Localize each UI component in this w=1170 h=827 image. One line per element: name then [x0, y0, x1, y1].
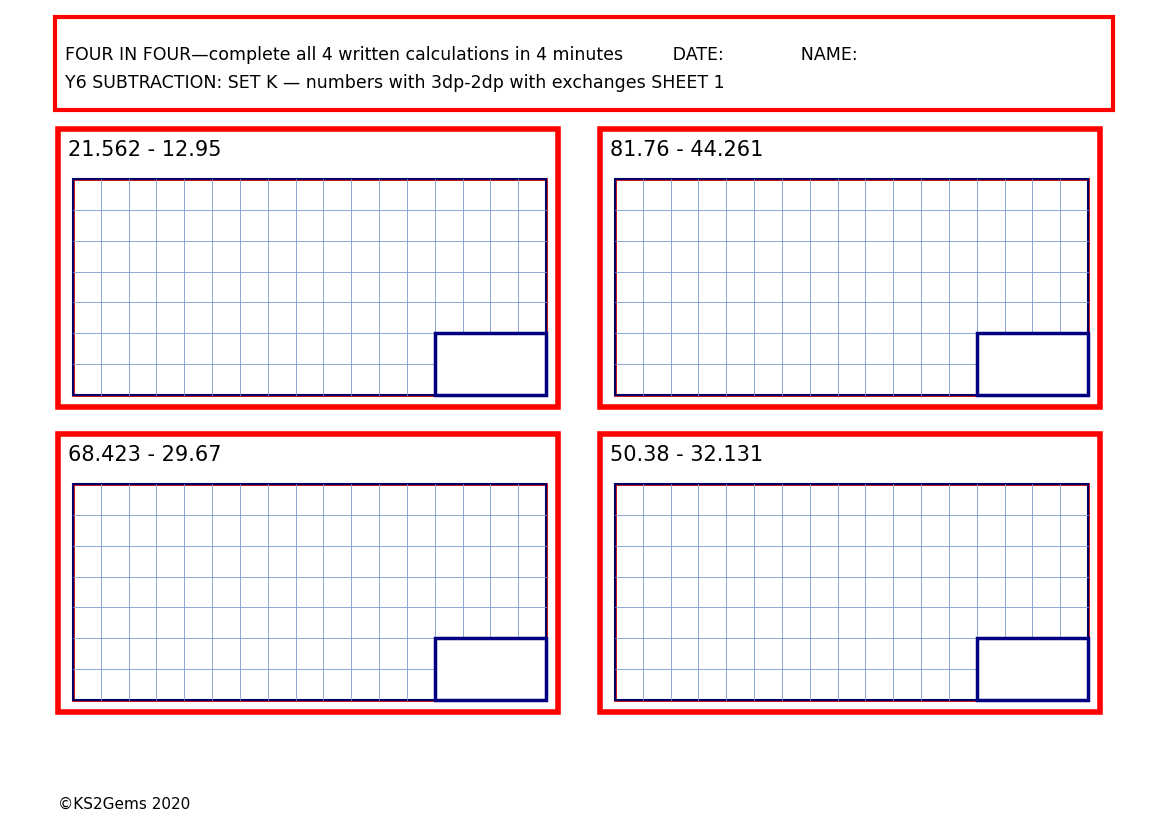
- Bar: [615, 485, 1088, 700]
- Bar: [73, 485, 546, 700]
- Bar: [977, 334, 1088, 395]
- Bar: [55, 18, 1113, 111]
- Text: FOUR IN FOUR—complete all 4 written calculations in 4 minutes         DATE:     : FOUR IN FOUR—complete all 4 written calc…: [66, 46, 858, 64]
- Text: 68.423 - 29.67: 68.423 - 29.67: [68, 444, 221, 465]
- Bar: [615, 179, 1088, 395]
- Bar: [73, 485, 546, 700]
- Bar: [58, 434, 558, 712]
- Bar: [73, 179, 546, 395]
- Bar: [977, 334, 1088, 395]
- Text: 81.76 - 44.261: 81.76 - 44.261: [610, 140, 763, 160]
- Text: ©KS2Gems 2020: ©KS2Gems 2020: [58, 796, 191, 811]
- Bar: [435, 638, 546, 700]
- Bar: [435, 334, 546, 395]
- Bar: [600, 130, 1100, 408]
- Bar: [600, 434, 1100, 712]
- Bar: [977, 638, 1088, 700]
- Bar: [435, 334, 546, 395]
- Text: 21.562 - 12.95: 21.562 - 12.95: [68, 140, 221, 160]
- Bar: [977, 638, 1088, 700]
- Bar: [58, 130, 558, 408]
- Bar: [615, 485, 1088, 700]
- Bar: [73, 179, 546, 395]
- Bar: [615, 179, 1088, 395]
- Text: 50.38 - 32.131: 50.38 - 32.131: [610, 444, 763, 465]
- Bar: [435, 638, 546, 700]
- Text: Y6 SUBTRACTION: SET K — numbers with 3dp-2dp with exchanges SHEET 1: Y6 SUBTRACTION: SET K — numbers with 3dp…: [66, 74, 724, 92]
